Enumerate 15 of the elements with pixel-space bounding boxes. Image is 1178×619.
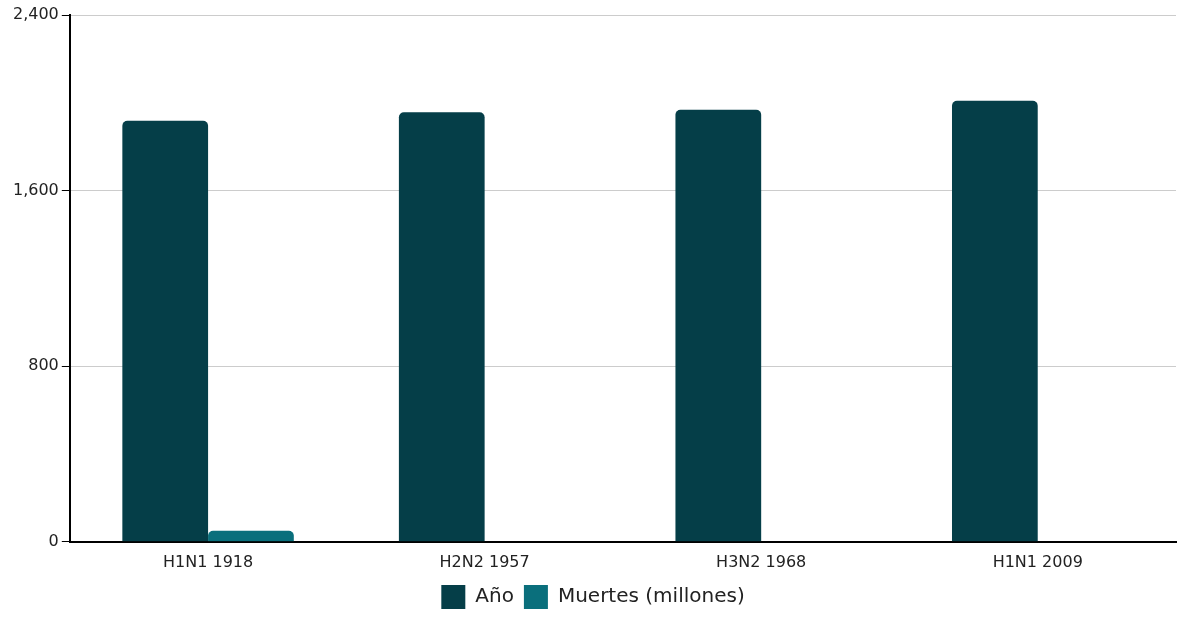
- y-tick-label: 0: [48, 530, 59, 550]
- legend-label: Año: [475, 583, 514, 608]
- bar: [122, 120, 209, 542]
- y-tick-label: 2,400: [12, 4, 59, 24]
- bar: [952, 100, 1038, 542]
- x-tick-label: H3N2 1968: [716, 551, 807, 571]
- bar: [675, 109, 762, 542]
- legend-label: Muertes (millones): [557, 583, 745, 608]
- x-tick-label: H2N2 1957: [439, 551, 530, 571]
- x-tick-label: H1N1 2009: [992, 551, 1083, 571]
- y-tick-label: 1,600: [12, 179, 59, 199]
- x-tick-label: H1N1 1918: [162, 551, 254, 571]
- bar: [398, 112, 485, 542]
- y-tick-label: 800: [28, 355, 59, 375]
- bar: [208, 530, 294, 542]
